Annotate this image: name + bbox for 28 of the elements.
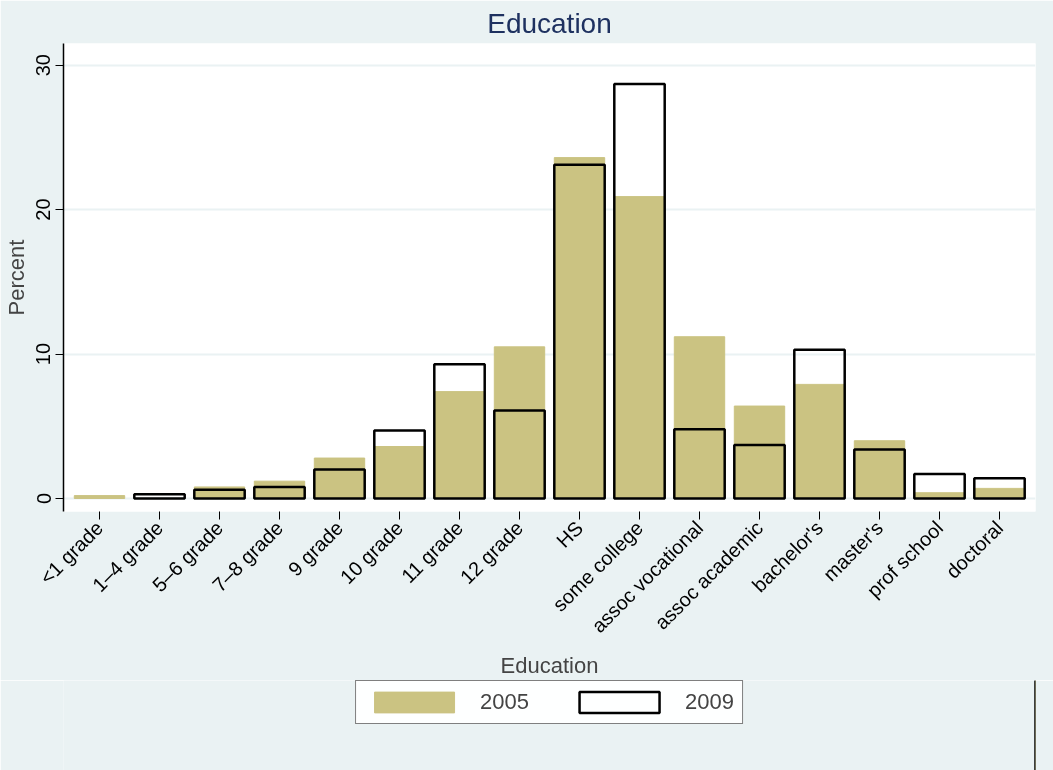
y-tick-label: 10 bbox=[32, 342, 55, 366]
y-axis-title: Percent bbox=[3, 239, 29, 316]
bar bbox=[673, 336, 726, 499]
bar bbox=[313, 468, 366, 500]
legend-label: 2009 bbox=[685, 689, 734, 715]
bar bbox=[133, 492, 186, 500]
x-tick-label: HS bbox=[552, 516, 588, 552]
y-tick-label: 20 bbox=[32, 198, 55, 221]
bar bbox=[493, 346, 546, 499]
bar bbox=[733, 405, 786, 499]
bar bbox=[613, 196, 666, 499]
bar bbox=[373, 429, 426, 500]
bar bbox=[433, 362, 486, 500]
bar bbox=[793, 348, 846, 500]
legend-label: 2005 bbox=[480, 689, 529, 715]
bar bbox=[673, 427, 726, 500]
y-tick-label: 0 bbox=[32, 492, 55, 505]
bar bbox=[433, 391, 486, 499]
bar bbox=[613, 82, 666, 500]
y-tick-label: 30 bbox=[32, 54, 55, 77]
bar bbox=[913, 472, 966, 500]
bar bbox=[973, 477, 1026, 500]
bar bbox=[73, 495, 126, 499]
bar bbox=[493, 409, 546, 500]
bar bbox=[733, 443, 786, 500]
bar bbox=[793, 383, 846, 499]
x-axis-title: Education bbox=[500, 652, 599, 678]
chart-title: Education bbox=[487, 7, 612, 39]
